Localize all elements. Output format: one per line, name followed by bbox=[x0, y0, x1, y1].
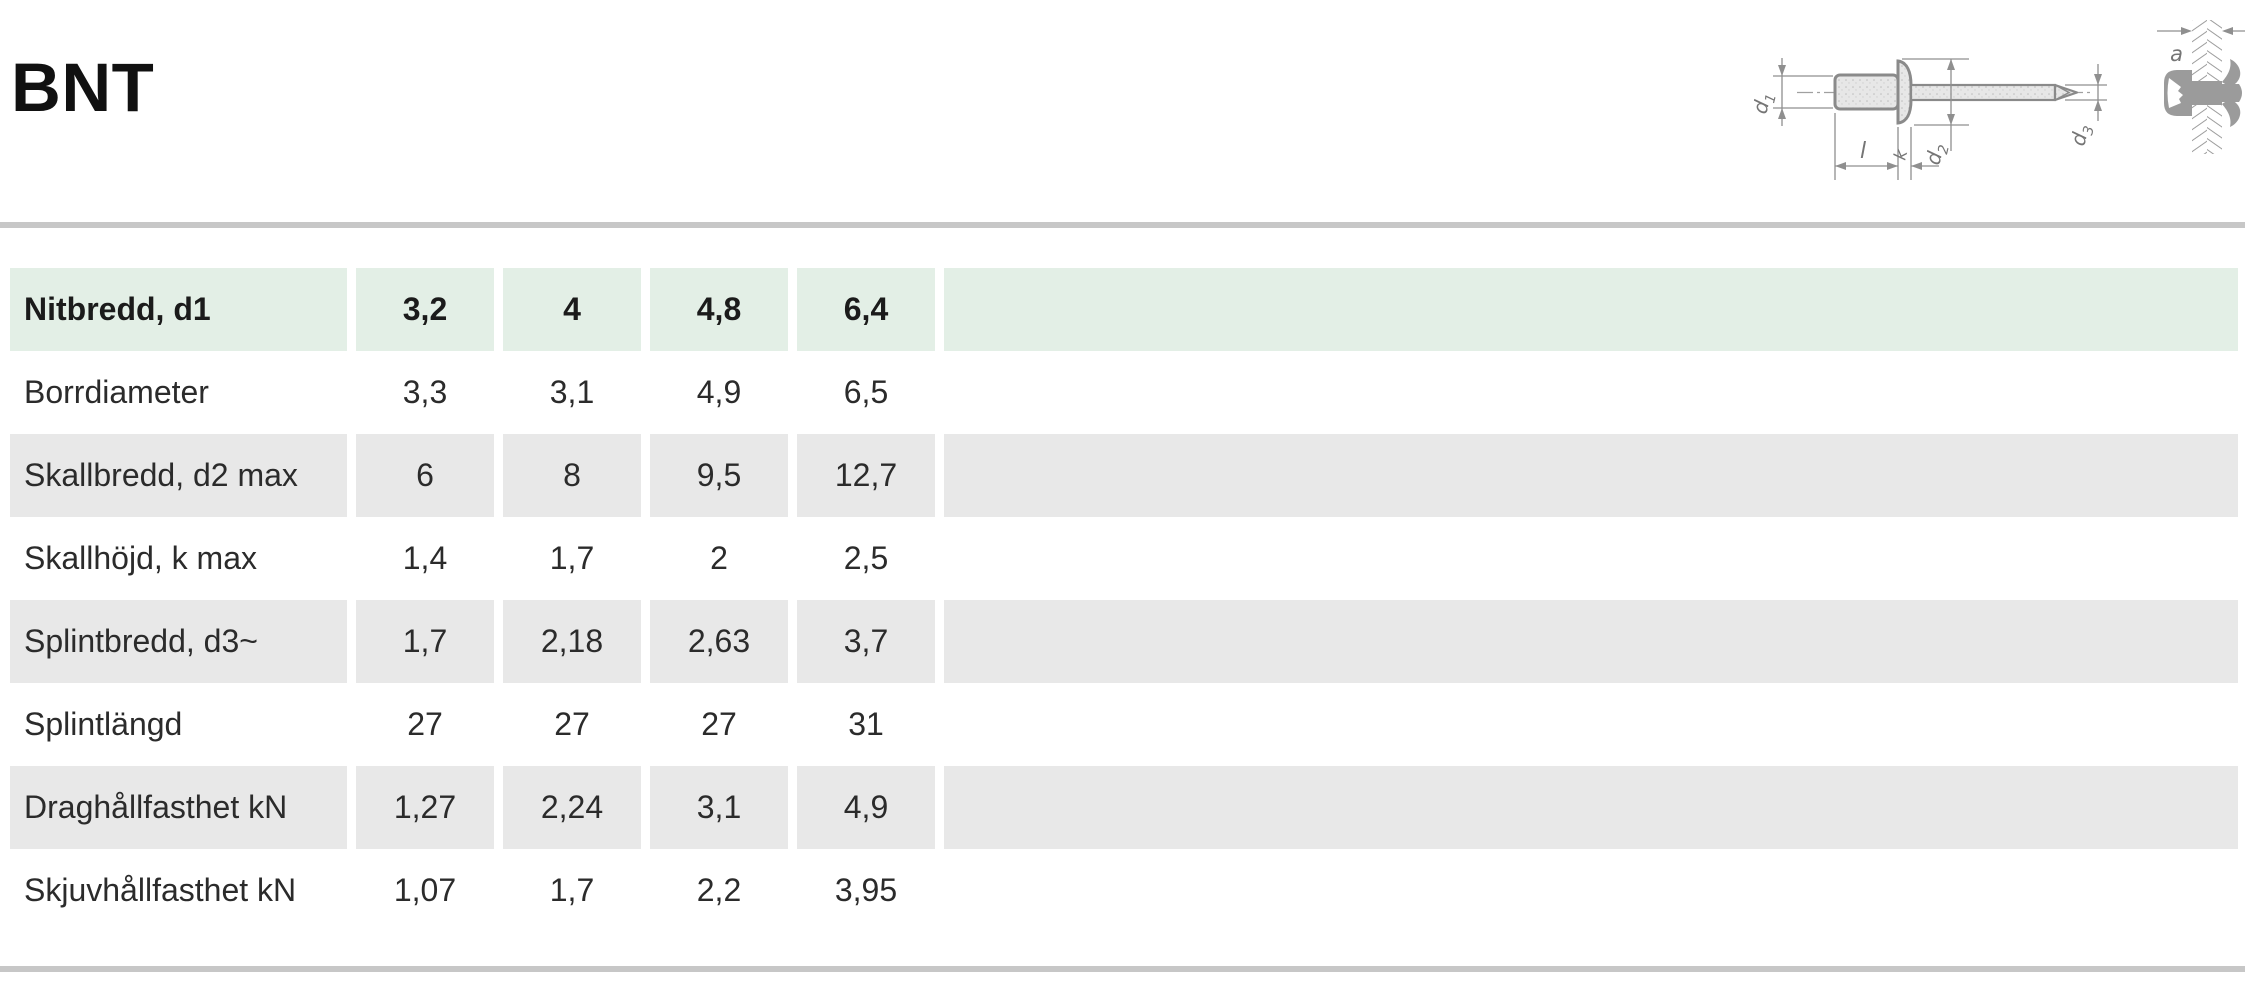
spec-table: Nitbredd, d1 3,2 4 4,8 6,4 Borrdiameter … bbox=[10, 268, 2238, 932]
value-cell: 3,1 bbox=[549, 374, 595, 410]
value-cell: 2,24 bbox=[503, 766, 641, 849]
value-cell: 2,5 bbox=[843, 540, 889, 576]
value-cell: 2,18 bbox=[503, 600, 641, 683]
dim-d3 bbox=[2065, 64, 2107, 121]
rivet-body bbox=[1833, 73, 1900, 111]
value-cell: 3,95 bbox=[834, 872, 898, 908]
empty-cell bbox=[944, 683, 2238, 766]
divider-bottom bbox=[0, 966, 2245, 972]
installed-rivet-section bbox=[2164, 20, 2242, 154]
value-cell: 1,07 bbox=[393, 872, 457, 908]
header-value-cell: 3,2 bbox=[356, 268, 494, 351]
empty-cell bbox=[944, 517, 2238, 600]
mandrel-tip bbox=[2053, 83, 2079, 102]
value-cell: 1,7 bbox=[356, 600, 494, 683]
value-cell: 2,2 bbox=[696, 872, 742, 908]
value-cell: 1,7 bbox=[549, 540, 595, 576]
row-label-cell: Skallhöjd, k max bbox=[24, 540, 257, 576]
value-cell: 4,9 bbox=[797, 766, 935, 849]
empty-cell bbox=[944, 766, 2238, 849]
value-cell: 4,9 bbox=[696, 374, 742, 410]
value-cell: 2,63 bbox=[650, 600, 788, 683]
page-title: BNT bbox=[11, 49, 155, 126]
value-cell: 31 bbox=[848, 706, 884, 742]
table-header-row: Nitbredd, d1 3,2 4 4,8 6,4 bbox=[10, 268, 2238, 351]
value-cell: 8 bbox=[503, 434, 641, 517]
row-label-cell: Skallbredd, d2 max bbox=[10, 434, 347, 517]
row-label-cell: Draghållfasthet kN bbox=[10, 766, 347, 849]
dim-l bbox=[1834, 113, 1899, 180]
value-cell: 27 bbox=[407, 706, 443, 742]
dim-label-l: l bbox=[1860, 139, 1866, 164]
table-row: Skjuvhållfasthet kN 1,07 1,7 2,2 3,95 bbox=[10, 849, 2238, 932]
table-row: Draghållfasthet kN 1,27 2,24 3,1 4,9 bbox=[10, 766, 2238, 849]
rivet-mandrel bbox=[1909, 83, 2057, 102]
dim-label-d3: d3 bbox=[2066, 121, 2098, 149]
header-empty-cell bbox=[944, 268, 2238, 351]
dim-label-k: k bbox=[1890, 147, 1912, 163]
dim-label-d2: d2 bbox=[1921, 140, 1953, 168]
value-cell: 1,7 bbox=[549, 872, 595, 908]
empty-cell bbox=[944, 434, 2238, 517]
value-cell: 27 bbox=[554, 706, 590, 742]
value-cell: 2 bbox=[710, 540, 728, 576]
value-cell: 6 bbox=[356, 434, 494, 517]
row-label-cell: Splintbredd, d3~ bbox=[10, 600, 347, 683]
value-cell: 3,1 bbox=[650, 766, 788, 849]
dim-d2 bbox=[1902, 58, 1969, 151]
divider-top bbox=[0, 222, 2245, 228]
header-label-cell: Nitbredd, d1 bbox=[10, 268, 347, 351]
rivet-technical-drawing: d1 d2 d3 l bbox=[1753, 20, 2245, 180]
table-row: Borrdiameter 3,3 3,1 4,9 6,5 bbox=[10, 351, 2238, 434]
value-cell: 1,4 bbox=[402, 540, 448, 576]
header-value-cell: 6,4 bbox=[797, 268, 935, 351]
row-label-cell: Splintlängd bbox=[24, 706, 183, 742]
value-cell: 9,5 bbox=[650, 434, 788, 517]
dim-label-d1: d1 bbox=[1753, 89, 1780, 117]
table-row: Splintlängd 27 27 27 31 bbox=[10, 683, 2238, 766]
empty-cell bbox=[944, 849, 2238, 932]
value-cell: 6,5 bbox=[843, 374, 889, 410]
header-value-cell: 4,8 bbox=[650, 268, 788, 351]
header-value-cell: 4 bbox=[503, 268, 641, 351]
empty-cell bbox=[944, 351, 2238, 434]
table-row: Skallhöjd, k max 1,4 1,7 2 2,5 bbox=[10, 517, 2238, 600]
value-cell: 1,27 bbox=[356, 766, 494, 849]
value-cell: 12,7 bbox=[797, 434, 935, 517]
value-cell: 3,3 bbox=[402, 374, 448, 410]
dim-label-a: a bbox=[2170, 42, 2183, 66]
value-cell: 27 bbox=[701, 706, 737, 742]
value-cell: 3,7 bbox=[797, 600, 935, 683]
row-label-cell: Skjuvhållfasthet kN bbox=[24, 872, 297, 908]
table-row: Skallbredd, d2 max 6 8 9,5 12,7 bbox=[10, 434, 2238, 517]
table-row: Splintbredd, d3~ 1,7 2,18 2,63 3,7 bbox=[10, 600, 2238, 683]
empty-cell bbox=[944, 600, 2238, 683]
rivet-head bbox=[1896, 59, 1913, 125]
row-label-cell: Borrdiameter bbox=[24, 374, 209, 410]
